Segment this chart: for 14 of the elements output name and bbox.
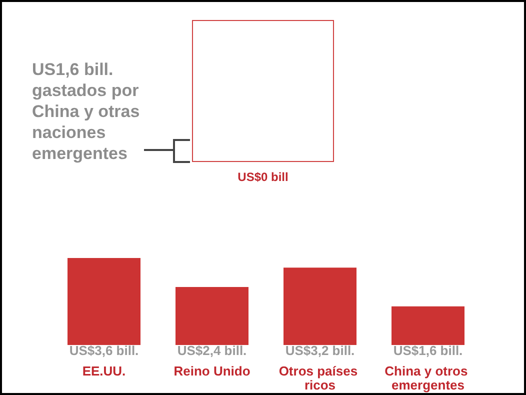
text: US1,6 bill. gastados por China y otras naciones emergentes (32, 59, 141, 164)
bar (392, 306, 464, 345)
bar (176, 287, 248, 345)
data-label: US$3,6 bill. (69, 343, 139, 358)
data-label: US$3,2 bill. (285, 343, 355, 358)
x-tick-label: EE.UU. (82, 364, 126, 378)
data-label: US$2,4 bill. (177, 343, 247, 358)
bar (284, 268, 356, 345)
x-tick-label: Otros países ricos (278, 364, 362, 392)
x-tick-label: China y otros emergentes (384, 364, 472, 392)
text: US$0 bill (236, 170, 290, 184)
x-tick-label: Reino Unido (174, 364, 250, 378)
data-label: US$1,6 bill. (393, 343, 463, 358)
bar (68, 258, 140, 345)
